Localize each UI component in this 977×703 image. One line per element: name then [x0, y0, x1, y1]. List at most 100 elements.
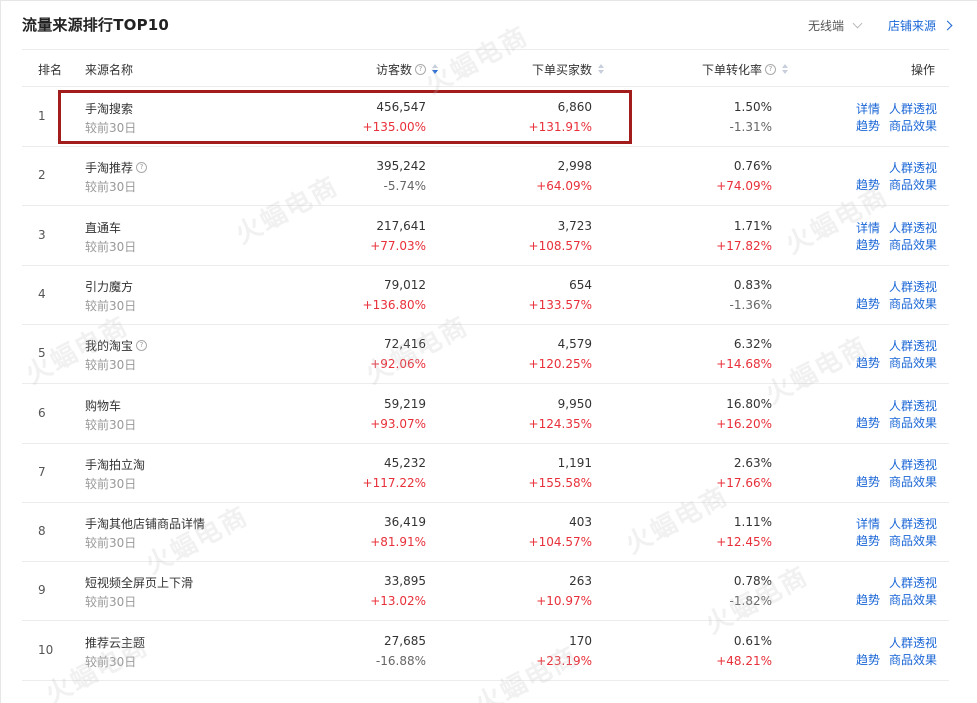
conversion-value: 1.50%	[733, 100, 772, 114]
product-effect-link[interactable]: 商品效果	[889, 474, 938, 489]
trend-link[interactable]: 趋势	[856, 474, 881, 489]
audience-link[interactable]: 人群透视	[889, 220, 938, 235]
audience-link[interactable]: 人群透视	[889, 457, 938, 472]
source-name: 手淘其他店铺商品详情	[85, 517, 206, 532]
product-effect-link[interactable]: 商品效果	[889, 356, 938, 371]
table-row: 4 引力魔方 较前30日 79,012 +136.80% 654 +133.57% 0.83%…	[22, 265, 949, 325]
sort-icon[interactable]	[432, 64, 439, 75]
buyers-change: +120.25%	[528, 357, 592, 372]
trend-link[interactable]: 趋势	[856, 119, 881, 133]
table-row: 9 短视频全屏页上下滑 较前30日 33,895 +13.02% 263 +10.97% 0.…	[22, 561, 949, 622]
help-icon[interactable]: ?	[136, 340, 148, 352]
col-buyers[interactable]: 下单买家数	[532, 61, 605, 78]
product-effect-link[interactable]: 商品效果	[889, 415, 938, 430]
audience-link[interactable]: 人群透视	[889, 398, 938, 413]
audience-link[interactable]: 人群透视	[889, 517, 938, 532]
visitors-value: 27,685	[384, 633, 426, 648]
conversion-value: 2.63%	[733, 455, 772, 470]
detail-link[interactable]: 详情	[856, 102, 881, 116]
audience-link[interactable]: 人群透视	[889, 102, 938, 116]
buyers-value: 170	[569, 633, 592, 648]
visitors-change: +136.80%	[362, 297, 426, 312]
trend-link[interactable]: 趋势	[856, 178, 881, 193]
help-icon[interactable]: ?	[765, 64, 777, 75]
trend-link[interactable]: 趋势	[856, 296, 881, 311]
source-name: 推荐云主题	[85, 635, 146, 650]
shop-source-link[interactable]: 店铺来源	[888, 17, 953, 34]
table-row: 3 直通车 较前30日 217,641 +77.03% 3,723 +108.57% 1.71…	[22, 206, 949, 266]
buyers-value: 1,191	[557, 455, 592, 470]
compare-label: 较前30日	[85, 654, 137, 669]
buyers-value: 6,860	[557, 100, 592, 114]
panel-header: 流量来源排行TOP10 无线端 店铺来源	[0, 0, 977, 50]
audience-link[interactable]: 人群透视	[889, 635, 938, 650]
trend-link[interactable]: 趋势	[856, 237, 881, 252]
table-row: 10 推荐云主题 较前30日 27,685 -16.88% 170 +23.19% 0.61%…	[22, 621, 949, 681]
visitors-value: 395,242	[376, 159, 426, 174]
detail-link[interactable]: 详情	[856, 517, 881, 532]
table-row: 2 手淘推荐? 较前30日 395,242 -5.74% 2,998 +64.09% 0.76…	[22, 146, 949, 207]
conversion-change: +48.21%	[716, 653, 772, 668]
conversion-value: 0.83%	[733, 277, 772, 292]
buyers-value: 3,723	[557, 218, 592, 233]
buyers-value: 2,998	[557, 159, 592, 174]
trend-link[interactable]: 趋势	[856, 415, 881, 430]
conversion-change: +12.45%	[716, 535, 772, 550]
conversion-change: +17.82%	[716, 238, 772, 253]
table-row: 6 购物车 较前30日 59,219 +93.07% 9,950 +124.35% 16.80…	[22, 384, 949, 444]
audience-link[interactable]: 人群透视	[889, 279, 938, 294]
product-effect-link[interactable]: 商品效果	[889, 119, 938, 133]
col-source-name: 来源名称	[85, 63, 134, 77]
source-name: 我的淘宝?	[85, 337, 148, 354]
trend-link[interactable]: 趋势	[856, 652, 881, 667]
help-icon[interactable]: ?	[415, 64, 427, 75]
trend-link[interactable]: 趋势	[856, 356, 881, 371]
source-name: 短视频全屏页上下滑	[85, 576, 194, 591]
compare-label: 较前30日	[85, 536, 137, 551]
trend-link[interactable]: 趋势	[856, 593, 881, 608]
trend-link[interactable]: 趋势	[856, 534, 881, 549]
terminal-select-value: 无线端	[808, 19, 845, 33]
panel-left-border	[0, 0, 1, 703]
col-visitors[interactable]: 访客数 ?	[376, 61, 439, 78]
detail-link[interactable]: 详情	[856, 220, 881, 235]
col-visitors-label: 访客数	[376, 63, 413, 77]
product-effect-link[interactable]: 商品效果	[889, 237, 938, 252]
source-name: 购物车	[85, 398, 122, 413]
audience-link[interactable]: 人群透视	[889, 576, 938, 591]
compare-label: 较前30日	[85, 121, 137, 135]
compare-label: 较前30日	[85, 298, 137, 313]
rank-cell: 3	[38, 227, 46, 242]
product-effect-link[interactable]: 商品效果	[889, 652, 938, 667]
visitors-change: +81.91%	[370, 535, 426, 550]
visitors-change: -16.88%	[375, 653, 426, 668]
rank-cell: 6	[38, 405, 46, 420]
product-effect-link[interactable]: 商品效果	[889, 296, 938, 311]
product-effect-link[interactable]: 商品效果	[889, 534, 938, 549]
compare-label: 较前30日	[85, 239, 137, 254]
chevron-down-icon	[852, 18, 863, 29]
visitors-change: +117.22%	[362, 475, 426, 490]
buyers-value: 9,950	[557, 396, 592, 411]
visitors-change: -5.74%	[383, 179, 426, 194]
audience-link[interactable]: 人群透视	[889, 339, 938, 354]
conversion-value: 16.80%	[726, 396, 772, 411]
col-conversion[interactable]: 下单转化率 ?	[702, 61, 789, 78]
source-name: 手淘推荐?	[85, 159, 148, 176]
terminal-select[interactable]: 无线端	[808, 17, 863, 34]
sort-icon[interactable]	[598, 64, 605, 75]
visitors-value: 79,012	[384, 277, 426, 292]
sort-icon[interactable]	[782, 64, 789, 75]
conversion-value: 0.76%	[733, 159, 772, 174]
buyers-change: +64.09%	[536, 179, 592, 194]
conversion-change: -1.36%	[729, 297, 772, 312]
visitors-change: +92.06%	[370, 357, 426, 372]
product-effect-link[interactable]: 商品效果	[889, 593, 938, 608]
rank-cell: 5	[38, 346, 46, 361]
buyers-change: +133.57%	[528, 297, 592, 312]
rank-cell: 2	[38, 168, 46, 183]
help-icon[interactable]: ?	[136, 162, 148, 174]
audience-link[interactable]: 人群透视	[889, 161, 938, 176]
product-effect-link[interactable]: 商品效果	[889, 178, 938, 193]
